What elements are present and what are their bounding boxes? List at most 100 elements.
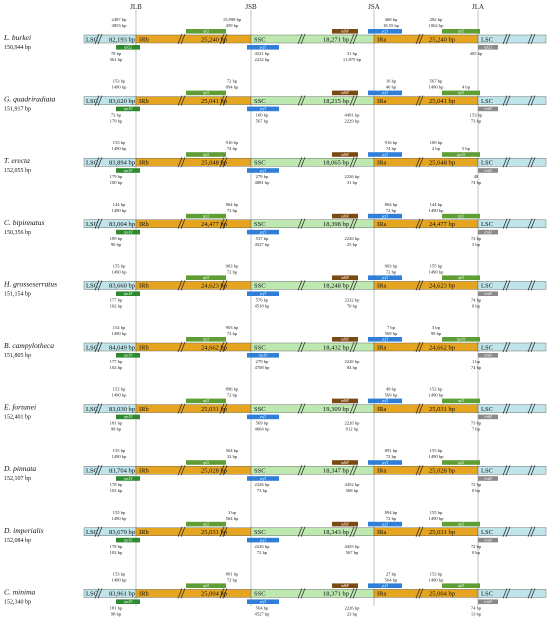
annotation-7-a3: 564 bp xyxy=(226,448,239,453)
ira-label-4: IRa xyxy=(377,283,387,290)
annotation-8-a16: 0 bp xyxy=(472,550,481,555)
annotation-5-a16: 74 bp xyxy=(471,365,482,370)
annotation-6-a6: 98 bp xyxy=(111,427,122,432)
species-name-2: T. erecta xyxy=(4,156,30,165)
lsc-end-label-8: LSC xyxy=(481,529,493,536)
gene-5-4-label: ycf1 xyxy=(381,276,388,280)
annotation-8-a5: 178 bp xyxy=(110,544,123,549)
irb-length-2: 25,048 bp xyxy=(201,160,227,167)
lsc-length-4: 83,660 bp xyxy=(109,283,135,290)
species-name-8: D. imperialis xyxy=(3,526,44,535)
annotation-9-a4: 72 bp xyxy=(227,577,238,582)
annotation-2-a16: 74 bp xyxy=(471,180,482,185)
annotation-1-a11: 16 bp xyxy=(386,79,397,84)
annotation-7-a2: 1490 bp xyxy=(112,454,128,459)
annotation-9-a12: 564 bp xyxy=(385,577,398,582)
gene-7-4-label: trnH xyxy=(484,292,491,296)
gene-7-1-label: trnH xyxy=(484,107,491,111)
irb-label-1: IRb xyxy=(139,98,149,105)
irb-region-4 xyxy=(136,281,251,289)
annotation-2-a7: 279 bp xyxy=(256,174,269,179)
lsc-label-4: LSC xyxy=(86,283,98,290)
gene-1-6-label: rps19 xyxy=(124,415,133,419)
gene-5-8-label: ycf1 xyxy=(381,522,388,526)
ssc-label-7: SSC xyxy=(254,468,266,475)
genome-length-3: 150,356 bp xyxy=(4,230,31,236)
irb-region-0 xyxy=(136,35,251,43)
annotation-2-a3: 916 bp xyxy=(226,140,239,145)
annotation-1-a7: 100 bp xyxy=(256,113,269,118)
lsc-length-6: 83,030 bp xyxy=(109,406,135,413)
irb-label-0: IRb xyxy=(139,36,149,43)
genome-length-4: 151,154 bp xyxy=(4,291,31,297)
annotation-6-a11: 49 bp xyxy=(386,387,397,392)
ssc-length-9: 18,371 bp xyxy=(323,591,349,598)
annotation-7-a8: 73 bp xyxy=(257,488,268,493)
annotation-7-a7: 2226 bp xyxy=(255,482,271,487)
gene-3-0-label: ycf1 xyxy=(259,46,266,50)
ssc-label-8: SSC xyxy=(254,529,266,536)
gene-2-9-label: rpl2 xyxy=(203,584,209,588)
annotation-7-a14: 1490 bp xyxy=(429,454,445,459)
annotation-0-a4: 459 bp xyxy=(226,23,239,28)
gene-5-9-label: ycf1 xyxy=(381,584,388,588)
annotation-3-a14: 1490 bp xyxy=(429,208,445,213)
annotation-6-a9: 2226 bp xyxy=(345,421,361,426)
ssc-region-0 xyxy=(251,35,374,43)
irb-label-7: IRb xyxy=(139,468,149,475)
annotation-5-a15: 1 bp xyxy=(472,359,481,364)
annotation-8-a7: 2226 bp xyxy=(255,544,271,549)
annotation-0-a9: 31 bp xyxy=(347,51,358,56)
ira-region-5 xyxy=(374,343,478,351)
ira-label-7: IRa xyxy=(377,468,387,475)
ssc-length-7: 18,347 bp xyxy=(323,468,349,475)
annotation-9-a3: 891 bp xyxy=(226,571,239,576)
annotation-6-a2: 1490 bp xyxy=(112,393,128,398)
junction-label-jsa: JSA xyxy=(368,3,380,11)
ira-region-3 xyxy=(374,220,478,228)
annotation-4-a2: 1490 bp xyxy=(112,269,128,274)
annotation-9-a8: 4527 bp xyxy=(255,611,271,616)
annotation-1-a1: 153 bp xyxy=(113,79,126,84)
ssc-label-3: SSC xyxy=(254,221,266,228)
annotation-0-a12: 18,55 bp xyxy=(383,23,400,29)
genome-length-7: 152,107 bp xyxy=(4,476,31,482)
irb-region-2 xyxy=(136,158,251,166)
annotation-6-a8: 4664 bp xyxy=(255,427,271,432)
gene-6-3-label: rpl2 xyxy=(458,214,464,218)
ira-region-9 xyxy=(374,589,478,597)
gene-7-0-label: rpl22 xyxy=(484,46,492,50)
annotation-3-a11: 864 bp xyxy=(385,202,398,207)
gene-6-9-label: rpl2 xyxy=(458,584,464,588)
annotation-5-a12: 569 bp xyxy=(385,331,398,336)
lsc-length-7: 83,704 bp xyxy=(109,468,135,475)
annotation-2-a8: 4881 bp xyxy=(255,180,271,185)
gene-2-7-label: rpl2 xyxy=(203,461,209,465)
annotation-7-a10: 568 bp xyxy=(346,488,359,493)
annotation-0-a11: 468 bp xyxy=(385,17,398,22)
annotation-3-a10: 25 bp xyxy=(347,242,358,247)
ssc-length-1: 18,215 bp xyxy=(323,98,349,105)
irb-length-7: 25,028 bp xyxy=(201,468,227,475)
lsc-end-label-5: LSC xyxy=(481,344,493,351)
annotation-6-a4: 72 bp xyxy=(227,393,238,398)
annotation-4-a5: 177 bp xyxy=(110,297,123,302)
lsc-label-7: LSC xyxy=(86,468,98,475)
lsc-label-3: LSC xyxy=(86,221,98,228)
annotation-3-a6: 90 bp xyxy=(111,242,122,247)
annotation-4-a3: 903 bp xyxy=(226,263,239,268)
annotation-5-a3: 903 bp xyxy=(226,325,239,330)
ira-region-2 xyxy=(374,158,478,166)
annotation-2-a17: 5 bp xyxy=(462,146,471,151)
ira-length-3: 24,477 bp xyxy=(429,221,455,228)
annotation-6-a10: 912 bp xyxy=(346,427,359,432)
annotation-2-a11: 916 bp xyxy=(385,140,398,145)
lsc-end-label-3: LSC xyxy=(481,221,493,228)
lsc-end-label-6: LSC xyxy=(481,406,493,413)
annotation-2-a5: 179 bp xyxy=(110,174,123,179)
gene-4-7-label: ndhF xyxy=(341,461,350,465)
gene-7-8-label: trnH xyxy=(484,538,491,542)
ira-length-4: 24,623 bp xyxy=(429,283,455,290)
ira-region-6 xyxy=(374,405,478,413)
annotation-8-a4: 564 bp xyxy=(226,516,239,521)
